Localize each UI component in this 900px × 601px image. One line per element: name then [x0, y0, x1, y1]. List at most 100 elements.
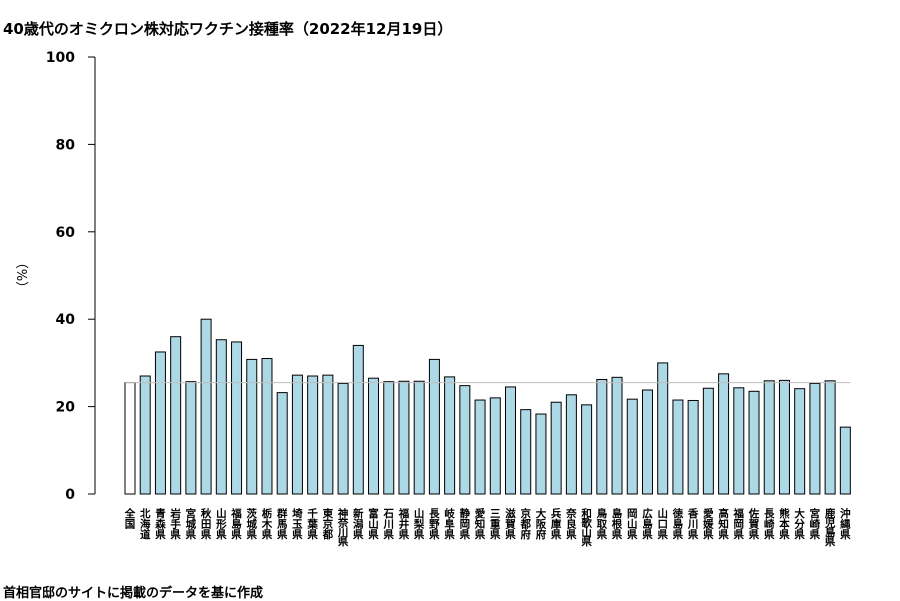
y-axis: 0 20 40 60 80 100: [46, 50, 96, 503]
category-label: 岡山県: [627, 508, 638, 541]
category-label: 熊本県: [779, 507, 790, 541]
category-label: 宮崎県: [810, 507, 821, 541]
y-tick-label: 0: [65, 487, 75, 503]
category-label: 島根県: [612, 507, 623, 541]
category-label: 岐阜県: [444, 507, 455, 541]
category-label: 山梨県: [413, 507, 425, 541]
bar: [170, 336, 182, 495]
bar: [459, 385, 471, 495]
y-tick-label: 40: [56, 312, 76, 328]
bar: [413, 380, 425, 495]
y-tick-label: 80: [56, 137, 76, 153]
bar: [520, 409, 532, 495]
bar: [276, 392, 288, 495]
category-label: 佐賀県: [748, 507, 760, 541]
category-label: 埼玉県: [292, 507, 303, 541]
category-label: 栃木県: [261, 507, 273, 541]
bar: [687, 399, 699, 495]
category-label: 鹿児島県: [824, 507, 836, 548]
category-label: 福島県: [230, 507, 242, 541]
category-label: 静岡県: [460, 507, 471, 541]
bar: [307, 375, 319, 495]
bar: [702, 387, 714, 495]
y-tick-label: 100: [46, 50, 75, 66]
category-label: 福岡県: [733, 507, 745, 541]
bar: [581, 404, 593, 495]
bar: [748, 390, 760, 495]
bar: [291, 374, 303, 495]
bar: [383, 381, 395, 495]
category-label: 愛知県: [475, 507, 486, 541]
bar: [672, 399, 684, 495]
bar: [337, 382, 349, 495]
category-label: 京都府: [519, 507, 531, 541]
bar: [398, 380, 410, 495]
category-label: 高知県: [718, 507, 729, 541]
bar: [368, 377, 380, 495]
y-tick-label: 20: [56, 400, 76, 416]
category-label: 全国: [124, 507, 136, 531]
category-label: 山形県: [216, 507, 227, 541]
source-caption: 首相官邸のサイトに掲載のデータを基に作成: [3, 586, 264, 601]
category-label: 岩手県: [169, 507, 181, 541]
category-label: 滋賀県: [504, 507, 516, 541]
bar: [154, 351, 166, 495]
bar: [718, 373, 730, 495]
bar: [474, 399, 486, 495]
bars: [124, 318, 851, 495]
y-tick-label: 60: [56, 225, 76, 241]
bar: [778, 379, 790, 495]
category-label: 新潟県: [353, 507, 364, 541]
bar: [139, 375, 151, 495]
category-label: 宮城県: [186, 507, 197, 541]
category-label: 兵庫県: [551, 507, 562, 541]
bar: [824, 380, 836, 495]
chart-title: 40歳代のオミクロン株対応ワクチン接種率（2022年12月19日）: [3, 20, 453, 38]
category-label: 群馬県: [277, 507, 288, 541]
bar: [809, 382, 821, 495]
category-label: 和歌山県: [580, 507, 592, 548]
category-label: 大阪府: [536, 507, 547, 541]
category-label: 福井県: [398, 507, 410, 541]
category-label: 神奈川県: [337, 507, 349, 548]
category-label: 沖縄県: [840, 507, 851, 541]
category-label: 香川県: [687, 507, 699, 541]
bar: [352, 344, 364, 495]
category-label: 長崎県: [764, 508, 775, 541]
bar: [794, 388, 806, 495]
bar: [733, 387, 745, 495]
category-label: 北海道: [140, 507, 151, 541]
category-label: 広島県: [642, 507, 653, 541]
bar: [200, 318, 212, 495]
category-label: 山口県: [657, 507, 668, 541]
category-label: 千葉県: [306, 507, 318, 541]
category-label: 奈良県: [565, 507, 577, 541]
bar: [565, 394, 577, 495]
bar: [215, 339, 227, 495]
bar: [505, 386, 516, 495]
category-label: 鳥取県: [597, 507, 608, 541]
bar: [246, 358, 258, 495]
category-label: 三重県: [490, 508, 501, 541]
category-label: 愛媛県: [702, 507, 714, 541]
bar: [657, 362, 669, 495]
bar: [535, 413, 547, 495]
category-label: 長野県: [429, 508, 440, 541]
category-label: 徳島県: [672, 507, 684, 541]
bar: [428, 358, 440, 495]
bar: [839, 426, 851, 495]
bar: [611, 376, 623, 495]
category-label: 青森県: [154, 507, 166, 541]
x-axis: 全国北海道青森県岩手県宮城県秋田県山形県福島県茨城県栃木県群馬県埼玉県千葉県東京…: [124, 507, 851, 548]
bar: [261, 358, 273, 495]
bar: [322, 374, 334, 495]
bar: [231, 341, 243, 495]
bar: [489, 397, 501, 495]
bar: [444, 376, 456, 495]
bar: [550, 401, 562, 495]
category-label: 石川県: [382, 508, 394, 541]
bar: [185, 381, 197, 495]
y-axis-label: （%）: [16, 256, 31, 294]
bar: [596, 379, 608, 495]
